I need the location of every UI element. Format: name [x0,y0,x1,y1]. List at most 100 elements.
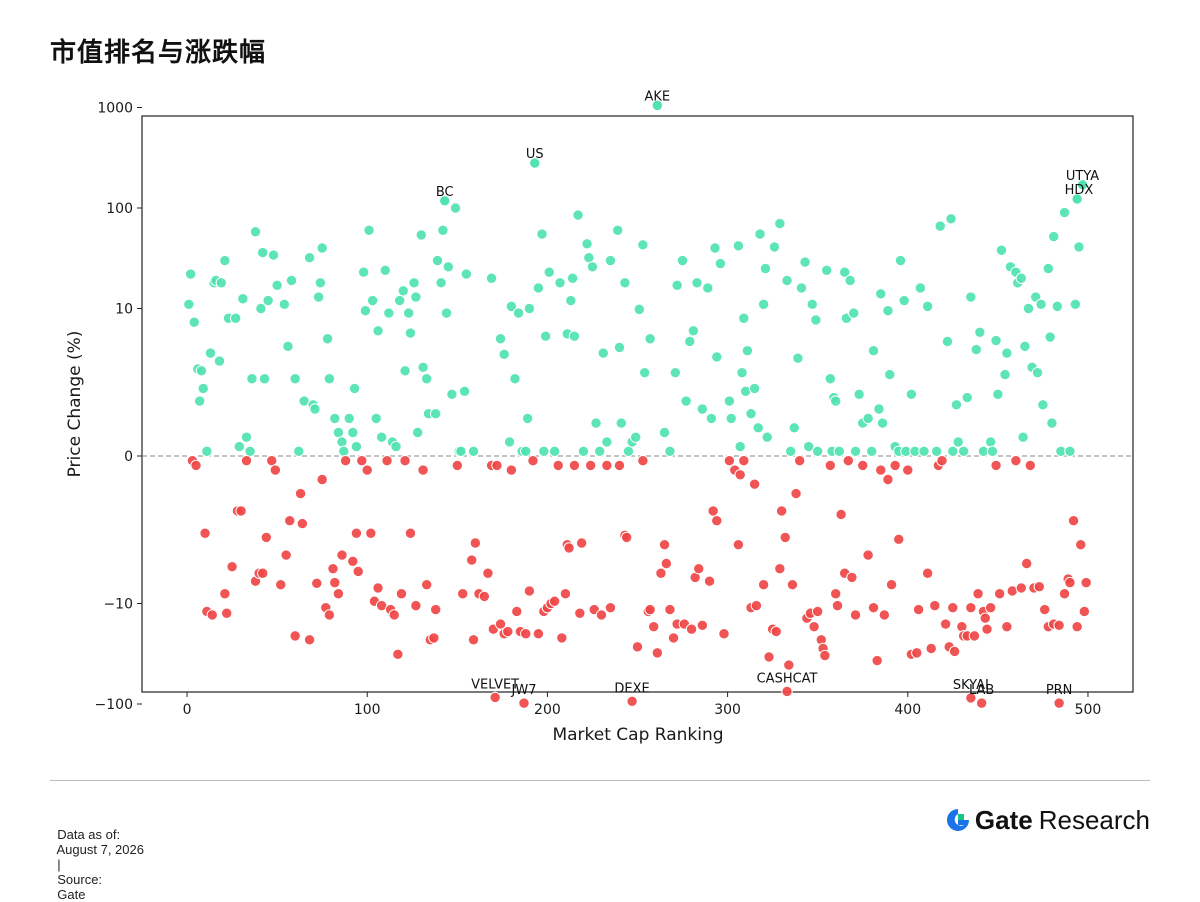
gain-point [802,440,815,453]
point-annotation: VELVET [471,677,519,692]
brand-name: Gate [974,804,1033,835]
loss-point [842,455,855,467]
gain-point [429,408,442,420]
gain-point [498,348,510,361]
loss-point [718,628,730,640]
loss-point [637,455,649,467]
loss-point [190,459,202,472]
gain-point [278,298,291,311]
gain-point [329,412,341,425]
point-annotation: AKE [644,89,670,104]
loss-point [347,555,359,567]
loss-point [260,531,273,544]
loss-point [392,648,404,660]
gain-point [347,426,359,439]
gain-point [184,268,197,280]
gain-point [684,335,696,348]
gain-point [258,373,271,385]
gain-point [830,395,842,407]
point-annotation: SKYAI [953,678,989,693]
gain-point [435,277,447,289]
loss-point [404,527,417,539]
gain-point [784,445,797,457]
gain-point [965,291,977,303]
loss-point [269,464,282,476]
gain-point [408,277,420,289]
loss-point [921,567,934,579]
gain-point [961,391,973,404]
gain-point [752,422,764,434]
loss-point [893,533,905,546]
gain-point [446,388,458,401]
loss-point [280,549,292,561]
gain-point [512,307,525,319]
gain-point [440,307,453,319]
gain-point [494,333,507,345]
gain-point [338,445,350,457]
loss-point [206,609,218,621]
gain-point [633,303,646,316]
page-title: 市值排名与涨跌幅 [50,38,267,68]
loss-point [350,527,363,539]
gain-point [1037,399,1049,411]
brand-logo: Gate Research [945,804,1150,836]
gate-logo-icon [946,809,969,831]
gain-point [691,277,703,289]
gain-point [503,436,516,448]
gain-point [213,355,226,367]
gain-point [332,426,345,439]
gain-point [193,395,206,407]
gain-point [736,366,748,379]
gain-point [725,412,737,425]
loss-point [410,599,422,612]
loss-point [781,685,793,698]
loss-point [693,562,705,575]
gain-point [876,417,889,429]
loss-point [532,628,545,640]
loss-point [808,620,820,633]
gain-point [999,368,1011,381]
loss-point [685,623,698,635]
loss-point [972,588,984,600]
loss-point [294,487,307,500]
gain-point [581,238,593,250]
gain-point [370,412,382,425]
gain-point [873,403,885,415]
loss-point [660,557,673,570]
date-label: Data as of: [57,827,121,842]
loss-point [703,575,716,587]
gain-point [233,440,245,453]
y-tick-label: 0 [124,449,133,465]
loss-point [327,562,339,575]
gain-point [792,352,804,364]
loss-point [979,612,991,624]
loss-point [811,605,824,618]
gain-point [271,279,283,292]
gain-point [934,220,946,232]
loss-point [527,455,539,467]
gain-point [449,202,462,214]
loss-point [584,459,597,472]
loss-point [303,634,316,646]
gain-point [532,282,545,294]
loss-point [469,537,482,549]
point-annotation: BC [436,185,454,200]
y-axis-label: Price Change (%) [65,331,85,478]
gain-point [1017,431,1029,443]
gain-point [1031,366,1044,379]
source-value: Gate [57,887,86,902]
gain-point [240,431,253,443]
plot-area: 0 100 200 300 400 500−100−100101001000AKEUSBC… [95,89,1134,718]
loss-point [723,455,736,467]
loss-point [857,459,869,472]
gain-point [467,445,480,457]
loss-point [332,588,345,600]
gain-point [523,302,536,315]
gain-point [862,412,874,425]
gain-point [229,312,242,324]
gain-point [188,316,200,328]
gain-point [183,298,195,311]
gain-point [372,325,384,337]
loss-point [658,539,671,551]
loss-point [846,571,858,584]
